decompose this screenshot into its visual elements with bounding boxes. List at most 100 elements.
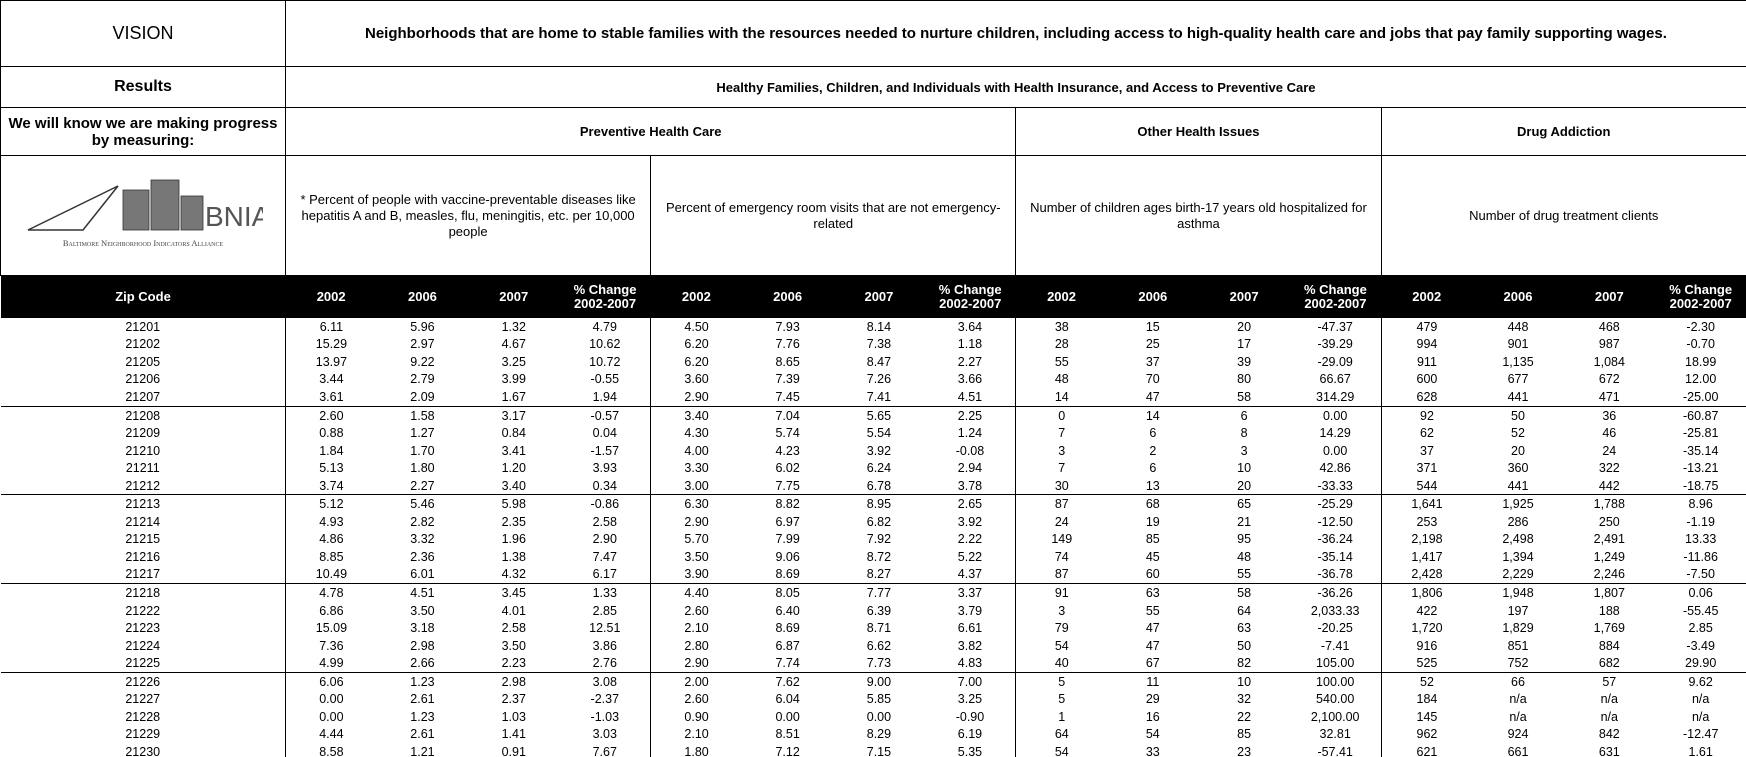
value-cell: 63: [1237, 621, 1252, 636]
value-cell: n/a: [1691, 709, 1710, 724]
data-row: 21230 8.58 1.21 0.91 7.67 1.80 7.12 7.15 5.35 54 3…: [1, 743, 1746, 757]
value-cell: 11: [1146, 674, 1160, 689]
group-label: Drug Addiction: [1380, 107, 1746, 156]
value-cell: 987: [1598, 337, 1620, 352]
value-cell: 12.51: [589, 621, 621, 636]
value-cell: 55: [1145, 603, 1160, 618]
value-cell: 2.37: [501, 692, 526, 707]
value-cell: 8.14: [866, 319, 892, 334]
results-text: Healthy Families, Children, and Individu…: [285, 66, 1746, 108]
value-cell: -20.25: [1317, 621, 1353, 636]
value-cell: 105.00: [1289, 654, 1382, 673]
data-row: 21207 3.61 2.09 1.67 1.94 2.90 7.45 7.41 4.51 14 4…: [0, 388, 1746, 407]
value-cell: 901: [1507, 337, 1529, 352]
value-cell: 1.41: [501, 727, 526, 742]
value-cell: 7.93: [775, 319, 800, 334]
vision-label: VISION: [0, 0, 286, 67]
value-cell: 1.23: [410, 709, 435, 724]
zip-cell: 21226: [125, 674, 161, 689]
value-cell: 64: [1015, 725, 1108, 744]
value-cell: 3.30: [650, 459, 742, 477]
value-cell: 1.67: [468, 388, 560, 407]
column-header: 2002: [1015, 275, 1108, 318]
zip-cell: 21216: [125, 549, 161, 564]
zip-cell: 21229: [125, 727, 161, 742]
value-cell: 1,720: [1380, 619, 1473, 637]
value-cell: 4.51: [410, 585, 435, 600]
value-cell: 6.61: [957, 621, 983, 636]
value-cell: 2.85: [592, 603, 617, 618]
value-cell: 1,788: [1593, 497, 1625, 512]
value-cell: -47.37: [1317, 319, 1353, 334]
value-cell: 4.01: [501, 603, 526, 618]
value-cell: 8.69: [741, 565, 834, 585]
value-cell: 7.36: [284, 636, 377, 655]
value-cell: 2.10: [650, 725, 742, 744]
value-cell: 8.71: [866, 621, 892, 636]
column-header: 2002: [1381, 275, 1473, 318]
value-cell: 23: [1237, 744, 1252, 757]
value-cell: n/a: [1509, 692, 1527, 707]
value-cell: 7.45: [741, 388, 834, 407]
value-cell: 5.96: [410, 319, 435, 334]
value-cell: 7.77: [866, 585, 892, 600]
value-cell: 471: [1563, 388, 1655, 407]
value-cell: 4.79: [592, 319, 617, 334]
value-cell: 57: [1602, 674, 1617, 689]
value-cell: 3.86: [592, 638, 617, 653]
value-cell: 95: [1237, 532, 1252, 547]
value-cell: 1.21: [410, 744, 435, 757]
value-cell: -2.37: [590, 692, 620, 707]
value-cell: -39.29: [1317, 337, 1353, 352]
value-cell: 4.86: [284, 530, 377, 549]
value-cell: 9.62: [1688, 674, 1713, 689]
value-cell: 2.90: [650, 513, 742, 531]
value-cell: 48: [1015, 370, 1108, 389]
value-cell: 884: [1598, 638, 1620, 653]
zip-cell: 21225: [0, 654, 286, 673]
value-cell: 540.00: [1316, 692, 1355, 707]
value-cell: 15: [1145, 319, 1160, 334]
value-cell: 8.58: [284, 743, 377, 757]
value-cell: 28: [1015, 335, 1108, 354]
column-header: % Change 2002-2007: [1289, 275, 1382, 318]
zip-cell: 21224: [125, 638, 161, 653]
value-cell: 0: [1015, 406, 1108, 425]
value-cell: -36.24: [1317, 532, 1353, 547]
value-cell: 42.86: [1319, 461, 1351, 476]
value-cell: 2,100.00: [1310, 709, 1360, 724]
value-cell: 1,769: [1593, 621, 1625, 636]
value-cell: 149: [1015, 530, 1108, 549]
value-cell: 4.99: [284, 654, 377, 673]
value-cell: 7.26: [866, 372, 892, 387]
value-cell: -13.21: [1682, 461, 1719, 476]
value-cell: 19: [1145, 514, 1160, 529]
value-cell: 2.90: [650, 654, 742, 673]
value-cell: 32: [1237, 692, 1252, 707]
value-cell: 62: [1380, 424, 1473, 442]
vision-text: Neighborhoods that are home to stable fa…: [285, 0, 1746, 67]
value-cell: 7.39: [775, 372, 800, 387]
value-cell: 3.03: [592, 727, 617, 742]
value-cell: 7.92: [866, 532, 892, 547]
value-cell: 74: [1015, 548, 1108, 566]
value-cell: 6.11: [284, 318, 377, 336]
value-cell: 1.20: [501, 461, 526, 476]
indicator: Number of children ages birth-17 years o…: [1015, 155, 1382, 276]
value-cell: 63: [1145, 585, 1160, 600]
value-cell: 3.93: [592, 461, 617, 476]
value-cell: 15.09: [284, 619, 377, 637]
data-row: 21222 6.86 3.50 4.01 2.85 2.60 6.40 6.39 3.79 3 55…: [1, 601, 1746, 620]
value-cell: 1: [1015, 708, 1108, 726]
value-cell: 54: [1015, 636, 1108, 655]
data-row: 21213 5.12 5.46 5.98 -0.86 6.30 8.82 8.95 2.65 87…: [1, 494, 1746, 514]
value-cell: 6.02: [775, 461, 800, 476]
value-cell: 4.78: [284, 583, 377, 602]
value-cell: 85: [1237, 727, 1252, 742]
zip-cell: 21218: [125, 585, 161, 600]
value-cell: -25.29: [1317, 497, 1353, 512]
data-row: 21229 4.44 2.61 1.41 3.03 2.10 8.51 8.29 6.19 64 5…: [1, 725, 1746, 744]
value-cell: 4.23: [775, 443, 800, 458]
value-cell: 360: [1507, 461, 1529, 476]
value-cell: 2.76: [559, 654, 651, 673]
